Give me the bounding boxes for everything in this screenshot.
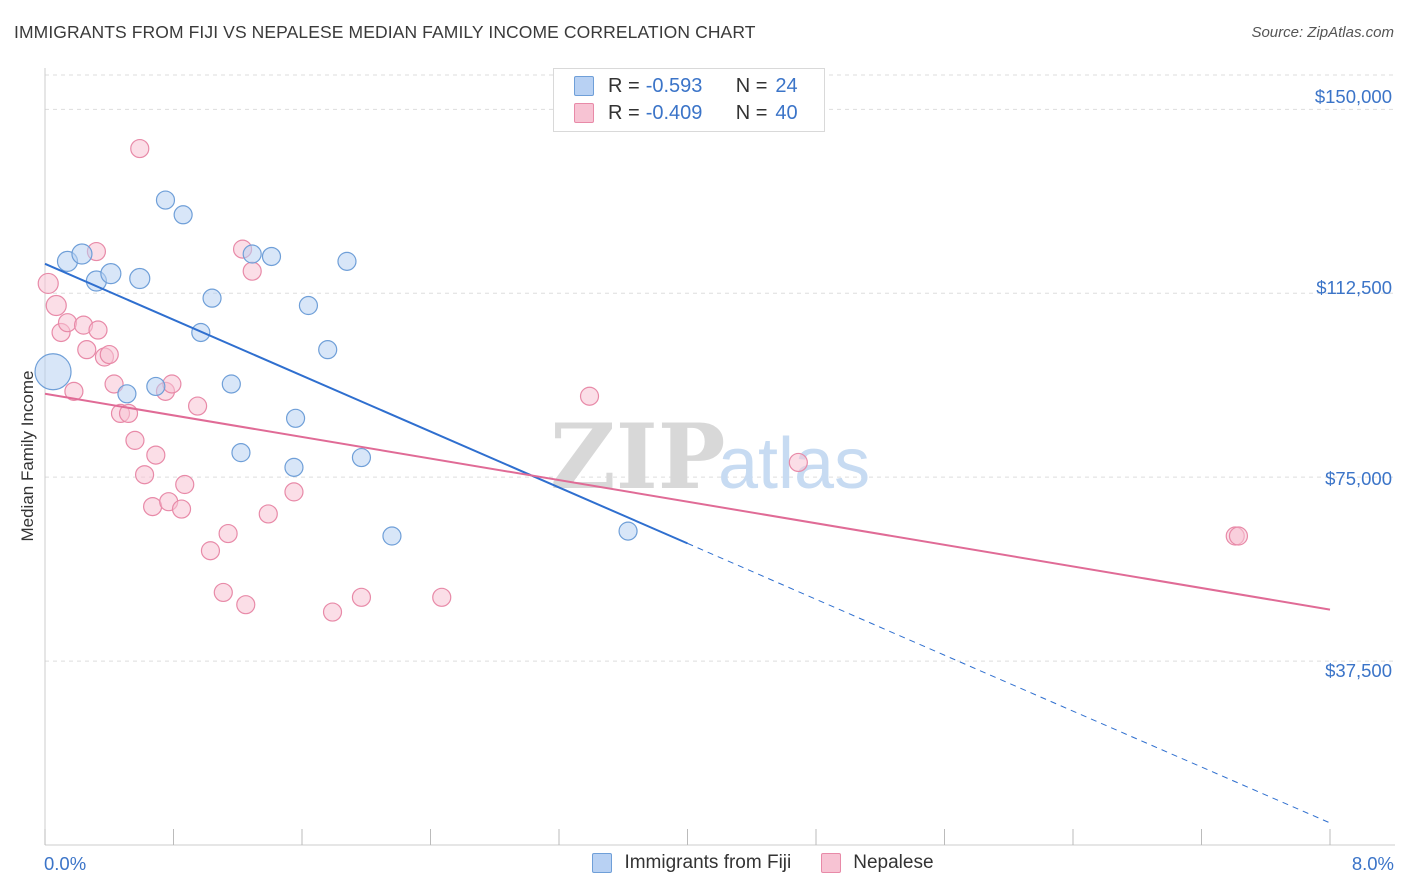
r-label: R = (608, 101, 640, 124)
fiji-point (318, 340, 338, 360)
y-tick-label-112500: $112,500 (1316, 277, 1392, 298)
n-label: N = (735, 74, 768, 97)
fiji-point (71, 243, 93, 265)
legend-row-fiji: R = -0.593 N = 24 (574, 73, 798, 99)
nepalese-point (162, 374, 182, 394)
fiji-point (382, 526, 402, 546)
fiji-point (34, 353, 72, 391)
fiji-point (298, 295, 319, 316)
nepalese-point (88, 320, 108, 340)
nepalese-point (432, 587, 452, 607)
nepalese-point (99, 344, 119, 365)
nepalese-point (77, 340, 97, 360)
nepalese-point (130, 138, 150, 159)
nepalese-point (242, 261, 262, 281)
nepalese-point (213, 582, 233, 603)
nepalese-point (64, 381, 84, 401)
nepalese-point (37, 272, 59, 295)
fiji-point (231, 443, 251, 463)
nepalese-point (788, 452, 808, 473)
fiji-point (337, 251, 357, 271)
nepalese-point (322, 602, 343, 622)
nepalese-point (1228, 526, 1249, 546)
x-tick-label-max: 8.0% (1351, 853, 1394, 874)
nepalese-point (125, 430, 145, 450)
y-tick-label-150000: $150,000 (1314, 86, 1392, 107)
nepalese-point (175, 474, 195, 495)
fiji-point (242, 244, 262, 264)
fiji-swatch (574, 76, 594, 96)
fiji-point (221, 374, 241, 394)
fiji-point (261, 246, 282, 267)
nepalese-legend-swatch (821, 853, 842, 873)
nepalese-point (146, 445, 166, 465)
nepalese-point (104, 374, 124, 394)
nepalese-point (143, 496, 163, 517)
legend-item-fiji: Immigrants from Fiji (592, 852, 791, 874)
fiji-trendline-extension (687, 542, 1331, 824)
fiji-point (100, 263, 122, 285)
fiji-point (351, 447, 372, 468)
nepalese-point (200, 541, 221, 561)
fiji-point (146, 376, 166, 397)
y-tick-label-75000: $75,000 (1325, 468, 1392, 489)
nepalese-point (579, 386, 600, 406)
r-value: -0.593 (645, 74, 703, 97)
n-value: 24 (775, 74, 798, 97)
fiji-point (155, 190, 176, 210)
series-legend: Immigrants from Fiji Nepalese (0, 852, 1406, 874)
nepalese-point (284, 482, 304, 502)
y-tick-label-37500: $37,500 (1325, 660, 1392, 681)
fiji-point (202, 288, 222, 308)
nepalese-point (236, 595, 256, 615)
nepalese-point (171, 499, 192, 519)
source-label: Source: ZipAtlas.com (1251, 24, 1394, 41)
nepalese-point (45, 294, 67, 317)
fiji-point (618, 521, 638, 541)
r-label: R = (608, 74, 640, 97)
chart-title: IMMIGRANTS FROM FIJI VS NEPALESE MEDIAN … (14, 22, 756, 42)
fiji-legend-swatch (592, 853, 613, 873)
legend-row-nepalese: R = -0.409 N = 40 (574, 100, 798, 126)
n-value: 40 (775, 101, 798, 124)
n-label: N = (735, 101, 768, 124)
legend-item-nepalese: Nepalese (821, 852, 934, 874)
x-tick-label-min: 0.0% (44, 853, 87, 874)
nepalese-point (218, 523, 238, 544)
nepalese-legend-label: Nepalese (853, 852, 934, 873)
correlation-legend: R = -0.593 N = 24 R = -0.409 N = 40 (553, 68, 825, 132)
y-axis-title: Median Family Income (18, 370, 37, 542)
nepalese-point (187, 396, 208, 416)
nepalese-trendline (44, 392, 1331, 611)
nepalese-point (351, 587, 372, 607)
fiji-point (285, 408, 306, 428)
nepalese-point (57, 313, 78, 333)
nepalese-point (258, 504, 278, 524)
fiji-point (173, 205, 193, 225)
nepalese-point (134, 465, 155, 485)
fiji-trendline (44, 262, 688, 545)
nepalese-swatch (574, 103, 594, 123)
fiji-legend-label: Immigrants from Fiji (624, 852, 792, 873)
fiji-point (117, 384, 137, 404)
fiji-point (129, 267, 151, 290)
fiji-point (284, 457, 304, 477)
r-value: -0.409 (645, 101, 703, 124)
